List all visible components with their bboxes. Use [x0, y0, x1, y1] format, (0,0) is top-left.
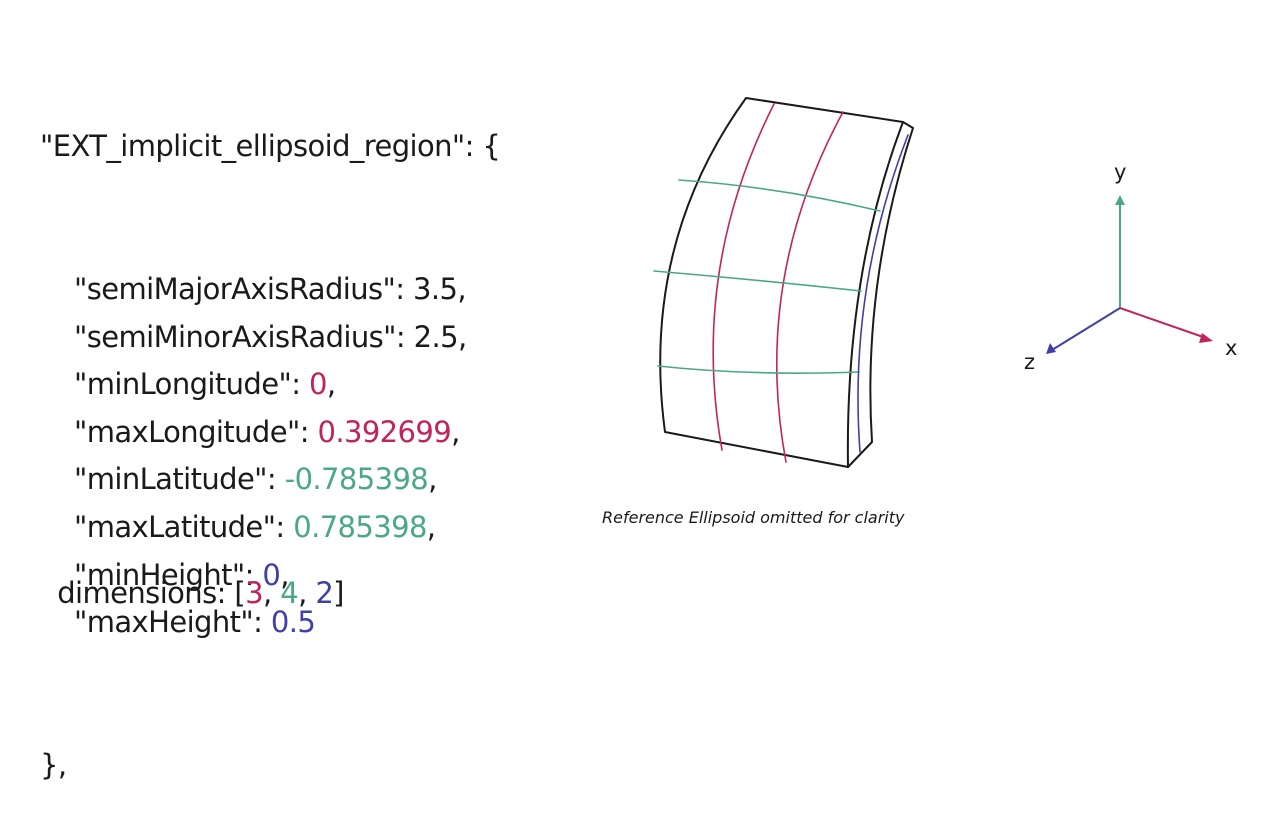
code-block: "EXT_implicit_ellipsoid_region": { "semi…	[40, 28, 501, 837]
x-axis-label: x	[1225, 336, 1238, 360]
code-field-value: 0.785398	[293, 509, 427, 544]
dimension-separator: ,	[298, 576, 316, 610]
code-field-suffix: ,	[280, 557, 289, 592]
code-field-value: 3.5	[413, 271, 458, 306]
code-fields: "semiMajorAxisRadius": 3.5, "semiMinorAxi…	[40, 266, 500, 647]
longitude-line	[776, 111, 844, 463]
side-face-outline	[847, 121, 914, 468]
height-line	[857, 134, 909, 453]
code-field-suffix: ,	[326, 367, 336, 402]
code-field-suffix: ,	[451, 414, 460, 449]
z-axis-arrowhead	[1046, 343, 1056, 354]
latitude-line	[657, 365, 860, 374]
dimension-separator: ,	[262, 576, 281, 610]
ellipsoid-region-diagram	[653, 97, 1213, 468]
code-field-value: 0	[262, 557, 281, 592]
code-field-value: -0.785398	[284, 462, 429, 497]
dimension-value-2: 2	[315, 576, 334, 610]
code-field-key: "semiMinorAxisRadius":	[74, 319, 414, 354]
code-field-suffix: ,	[457, 319, 467, 354]
dimensions-prefix: dimensions: [	[57, 576, 246, 610]
latitude-line	[678, 179, 881, 212]
code-field-key: "minHeight":	[74, 557, 263, 592]
code-field-line: "semiMajorAxisRadius": 3.5,	[40, 266, 500, 314]
front-face-outline	[659, 97, 904, 468]
axes-gizmo	[1046, 195, 1213, 354]
code-field-suffix: ,	[457, 271, 466, 306]
code-close-line: },	[40, 747, 67, 782]
code-field-value: 0	[309, 367, 327, 402]
code-field-line: "semiMinorAxisRadius": 2.5,	[40, 314, 500, 362]
code-open-line: "EXT_implicit_ellipsoid_region": {	[40, 129, 501, 164]
code-field-line: "minHeight": 0,	[40, 552, 500, 600]
diagram-caption: Reference Ellipsoid omitted for clarity	[602, 508, 905, 527]
code-field-value: 2.5	[413, 319, 459, 354]
code-field-line: "minLongitude": 0,	[40, 361, 500, 409]
y-axis-label: y	[1114, 160, 1127, 184]
dimensions-line: dimensions: [3, 4, 2]	[40, 542, 344, 610]
latitude-line	[653, 270, 862, 292]
code-field-key: "maxLongitude":	[74, 414, 318, 449]
code-field-value: 0.392699	[317, 414, 452, 449]
code-field-key: "maxLatitude":	[74, 509, 294, 544]
y-axis-arrowhead	[1115, 195, 1125, 205]
code-field-key: "semiMajorAxisRadius":	[74, 271, 414, 306]
z-axis-label: z	[1024, 350, 1036, 374]
longitude-line	[712, 103, 775, 451]
z-axis-line	[1051, 307, 1121, 351]
dimensions-suffix: ]	[333, 576, 344, 610]
code-field-suffix: ,	[428, 462, 437, 497]
dimension-value-1: 4	[280, 576, 299, 610]
code-field-line: "maxLongitude": 0.392699,	[40, 409, 500, 457]
code-field-key: "minLongitude":	[74, 367, 309, 402]
x-axis-line	[1119, 307, 1207, 339]
code-field-key: "minLatitude":	[74, 462, 285, 497]
x-axis-arrowhead	[1199, 333, 1213, 343]
code-field-suffix: ,	[426, 509, 436, 544]
code-field-line: "maxLatitude": 0.785398,	[40, 504, 500, 552]
dimension-value-0: 3	[245, 576, 263, 610]
code-field-line: "minLatitude": -0.785398,	[40, 456, 500, 504]
